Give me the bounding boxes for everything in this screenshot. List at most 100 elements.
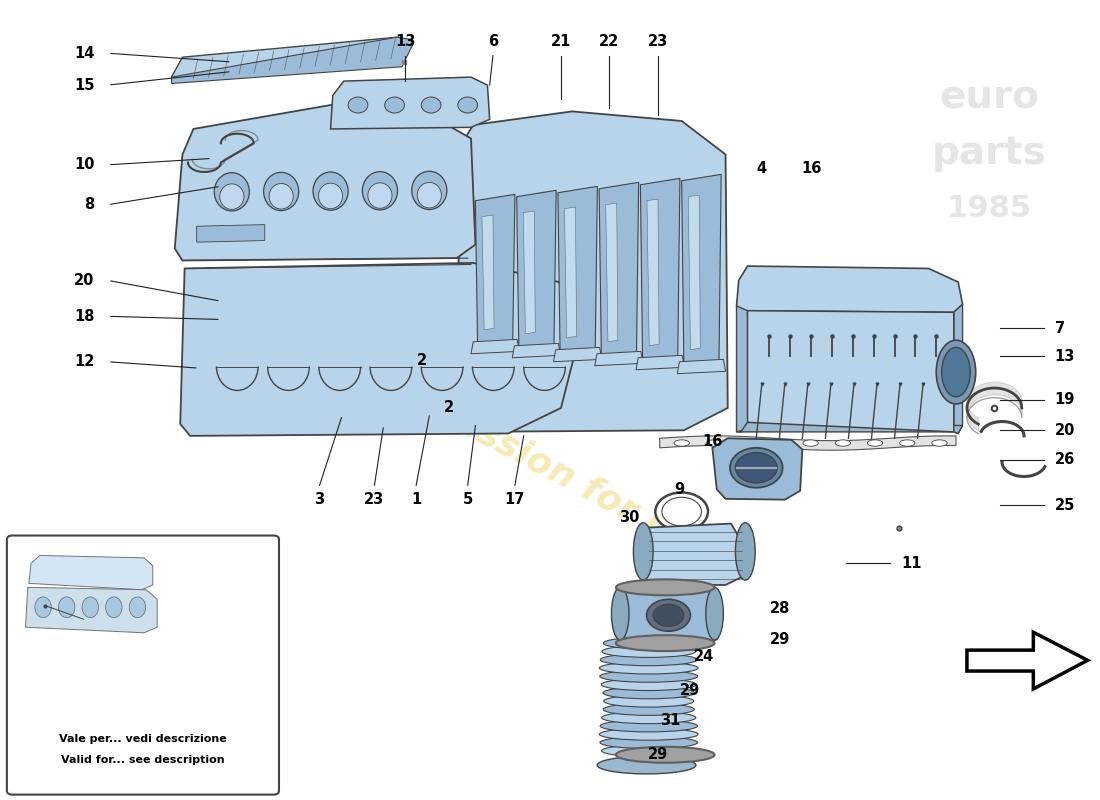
Ellipse shape: [706, 440, 722, 446]
Ellipse shape: [319, 183, 342, 209]
Polygon shape: [737, 306, 750, 432]
Polygon shape: [748, 310, 954, 432]
Polygon shape: [172, 38, 412, 81]
Ellipse shape: [275, 317, 293, 324]
Polygon shape: [689, 195, 701, 350]
Ellipse shape: [600, 662, 698, 674]
Text: 2: 2: [444, 401, 454, 415]
Ellipse shape: [270, 183, 294, 209]
Polygon shape: [558, 186, 597, 354]
Ellipse shape: [462, 317, 480, 324]
Text: 3: 3: [315, 492, 324, 506]
Ellipse shape: [600, 670, 697, 682]
Text: 27: 27: [191, 659, 211, 674]
Text: 20: 20: [1055, 422, 1075, 438]
Ellipse shape: [604, 695, 694, 707]
Ellipse shape: [432, 297, 452, 305]
Ellipse shape: [604, 637, 694, 649]
Text: 1: 1: [411, 492, 421, 506]
Ellipse shape: [602, 745, 696, 757]
Text: 13: 13: [1055, 349, 1075, 364]
Text: 24: 24: [693, 650, 714, 664]
Ellipse shape: [674, 440, 690, 446]
Ellipse shape: [662, 498, 702, 526]
Ellipse shape: [653, 604, 684, 626]
Ellipse shape: [601, 654, 697, 666]
Ellipse shape: [771, 440, 786, 446]
Text: 16: 16: [801, 162, 822, 176]
Text: 29: 29: [680, 683, 701, 698]
Text: 5: 5: [463, 492, 473, 506]
Ellipse shape: [229, 317, 246, 324]
Text: 21: 21: [551, 34, 571, 50]
Text: 6: 6: [488, 34, 498, 50]
Polygon shape: [25, 587, 157, 633]
Polygon shape: [180, 263, 583, 436]
Polygon shape: [471, 339, 519, 354]
Text: 25: 25: [1055, 498, 1075, 513]
Ellipse shape: [602, 678, 696, 690]
Polygon shape: [636, 355, 684, 370]
Polygon shape: [595, 351, 644, 366]
Ellipse shape: [417, 182, 441, 208]
Polygon shape: [513, 343, 561, 358]
Text: 32: 32: [66, 624, 86, 638]
Polygon shape: [640, 178, 680, 362]
Polygon shape: [475, 194, 515, 346]
Ellipse shape: [296, 297, 316, 305]
Ellipse shape: [601, 720, 697, 732]
Ellipse shape: [602, 646, 695, 658]
Text: 29: 29: [770, 632, 791, 646]
Text: 20: 20: [75, 273, 95, 288]
Ellipse shape: [616, 579, 715, 595]
Polygon shape: [456, 111, 728, 432]
Polygon shape: [172, 38, 412, 83]
Ellipse shape: [458, 97, 477, 113]
Ellipse shape: [730, 448, 782, 488]
Ellipse shape: [603, 687, 694, 699]
Ellipse shape: [612, 587, 629, 640]
Ellipse shape: [656, 493, 708, 530]
Text: 17: 17: [505, 492, 525, 506]
Text: Vale per... vedi descrizione: Vale per... vedi descrizione: [59, 734, 227, 744]
Ellipse shape: [35, 597, 52, 618]
Ellipse shape: [106, 597, 122, 618]
Text: 1985: 1985: [946, 194, 1032, 223]
Text: 9: 9: [674, 482, 684, 497]
Polygon shape: [954, 304, 962, 434]
Text: 29: 29: [648, 747, 668, 762]
Ellipse shape: [367, 182, 392, 208]
Polygon shape: [647, 199, 659, 346]
Polygon shape: [517, 190, 557, 350]
Polygon shape: [194, 293, 556, 310]
Polygon shape: [737, 266, 962, 312]
Polygon shape: [644, 523, 748, 585]
Ellipse shape: [803, 440, 818, 446]
Ellipse shape: [411, 171, 447, 210]
Ellipse shape: [206, 297, 225, 305]
Text: 13: 13: [395, 34, 416, 50]
Ellipse shape: [362, 172, 397, 210]
Ellipse shape: [602, 712, 696, 724]
Polygon shape: [621, 585, 717, 647]
Ellipse shape: [415, 317, 432, 324]
Ellipse shape: [214, 173, 250, 211]
Ellipse shape: [736, 453, 777, 483]
Polygon shape: [553, 347, 602, 362]
Text: 30: 30: [619, 510, 639, 526]
Text: 16: 16: [702, 434, 723, 449]
Ellipse shape: [342, 297, 362, 305]
Text: a passion for parts: a passion for parts: [395, 374, 749, 585]
Text: 15: 15: [74, 78, 95, 93]
Polygon shape: [737, 422, 962, 434]
Text: 18: 18: [74, 309, 95, 324]
Text: 10: 10: [74, 158, 95, 172]
Ellipse shape: [264, 172, 299, 210]
Ellipse shape: [82, 597, 99, 618]
Ellipse shape: [603, 703, 694, 715]
Ellipse shape: [597, 756, 696, 774]
Text: Valid for... see description: Valid for... see description: [62, 755, 224, 766]
Polygon shape: [678, 359, 726, 374]
Ellipse shape: [385, 97, 405, 113]
Ellipse shape: [932, 440, 947, 446]
